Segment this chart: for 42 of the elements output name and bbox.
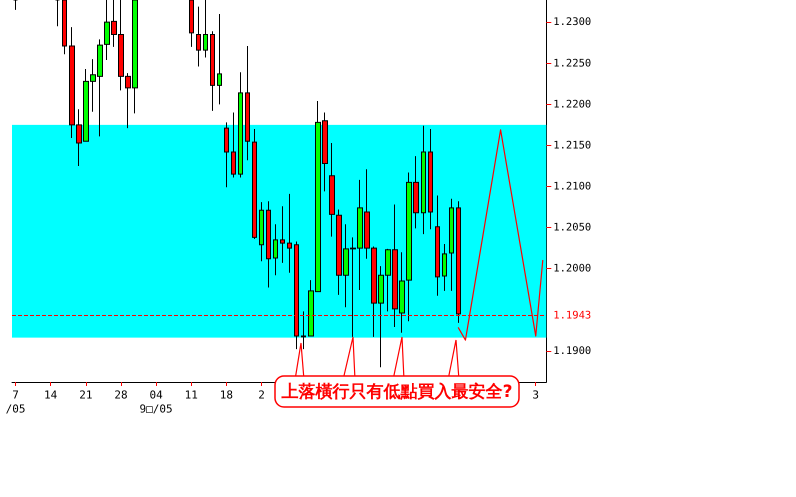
candlestick	[428, 128, 433, 230]
candlestick	[189, 0, 194, 48]
y-tick-label: 1.2050	[553, 222, 592, 234]
candlestick	[62, 0, 67, 55]
candlestick	[13, 0, 18, 10]
y-tick-label: 1.2150	[553, 139, 592, 152]
candlestick	[238, 72, 243, 178]
candlestick	[280, 206, 285, 264]
candlestick	[266, 200, 271, 288]
y-tick-label: 1.2000	[553, 262, 592, 275]
x-tick-label: 3	[532, 388, 540, 402]
x-tick-label: 11	[184, 388, 198, 402]
y-tick-label: 1.2200	[553, 98, 592, 110]
y-tick-label: 1.2100	[553, 180, 592, 192]
candlestick	[273, 224, 278, 276]
x-tick-label: 7 /05	[6, 388, 26, 416]
candlestick	[449, 198, 454, 292]
candlestick	[435, 195, 440, 296]
x-tick-label: 18	[220, 388, 234, 402]
candlestick	[287, 193, 292, 274]
candlestick	[442, 243, 447, 292]
candlestick	[245, 46, 250, 161]
candlestick	[203, 0, 208, 58]
ref-line-label: 1.1943	[553, 309, 592, 322]
candlestick	[259, 202, 264, 262]
candlestick	[252, 128, 257, 240]
y-tick-label: 1.2250	[553, 57, 592, 70]
y-tick-label: 1.2300	[553, 16, 592, 28]
x-tick-label: 2	[258, 388, 265, 402]
candlestick	[217, 13, 222, 105]
annotation: 上落橫行只有低點買入最安全?	[280, 382, 512, 402]
candlestick	[231, 112, 236, 178]
x-tick-label: 04 9□/05	[140, 388, 173, 416]
candlestick	[196, 6, 201, 68]
candlestick	[421, 125, 426, 235]
x-tick-label: 21	[79, 388, 92, 402]
x-tick-label: 28	[114, 388, 128, 402]
candlestick	[224, 122, 229, 188]
x-tick-label: 14	[44, 388, 58, 402]
y-tick-label: 1.1900	[553, 344, 592, 357]
candlestick	[55, 0, 60, 27]
candlestick	[210, 30, 215, 112]
